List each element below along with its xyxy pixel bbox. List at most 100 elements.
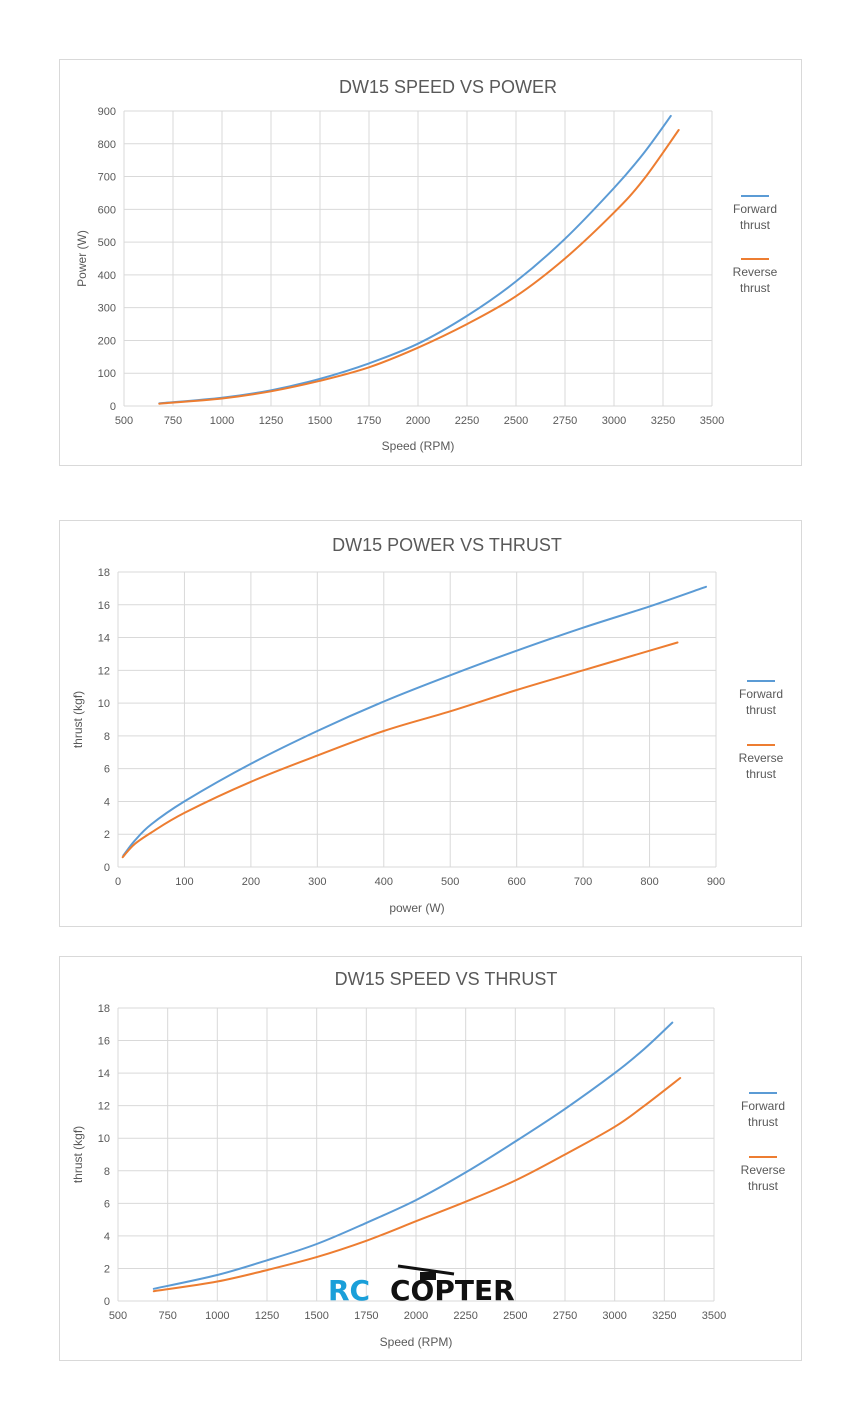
forward-thrust-line — [152, 1021, 674, 1290]
y-tick-label: 300 — [98, 303, 116, 315]
reverse-thrust-line — [121, 641, 679, 859]
speed-vs-power-plot: DW15 SPEED VS POWER 0 100 200 300 400 500 600 70… — [75, 77, 778, 453]
x-tick-label: 900 — [707, 876, 725, 888]
y-tick-label: 200 — [98, 335, 116, 347]
x-tick-label: 1750 — [354, 1310, 378, 1322]
x-tick-label: 300 — [308, 876, 326, 888]
y-tick-label: 10 — [98, 1133, 110, 1145]
logo-rotor-icon — [397, 1264, 455, 1276]
x-tick-label: 200 — [242, 876, 260, 888]
x-tick-label: 1500 — [304, 1310, 328, 1322]
legend-label: Forward — [739, 687, 783, 701]
y-tick-label: 2 — [104, 1263, 110, 1275]
logo-heli-body-icon — [420, 1272, 436, 1280]
legend-label: thrust — [748, 1179, 779, 1193]
y-tick-label: 4 — [104, 1231, 110, 1243]
y-axis-label: Power (W) — [75, 230, 89, 287]
x-tick-label: 2250 — [455, 415, 479, 427]
y-tick-label: 12 — [98, 1101, 110, 1113]
y-tick-label: 8 — [104, 731, 110, 743]
speed-vs-power-chart: DW15 SPEED VS POWER 0 100 200 300 400 500 600 70… — [59, 59, 802, 466]
x-tick-label: 2750 — [553, 1310, 577, 1322]
x-tick-label: 800 — [640, 876, 658, 888]
x-axis-label: power (W) — [389, 901, 444, 915]
y-tick-label: 0 — [104, 862, 110, 874]
x-tick-label: 0 — [115, 876, 121, 888]
y-tick-label: 10 — [98, 698, 110, 710]
x-tick-label: 100 — [175, 876, 193, 888]
reverse-thrust-line — [152, 1077, 682, 1293]
chart-title: DW15 SPEED VS POWER — [339, 77, 557, 97]
chart-title: DW15 POWER VS THRUST — [332, 535, 562, 555]
x-tick-label: 3000 — [602, 415, 626, 427]
y-tick-label: 500 — [98, 237, 116, 249]
x-tick-label: 2250 — [453, 1310, 477, 1322]
forward-thrust-line — [158, 114, 672, 405]
legend-label: Reverse — [739, 751, 784, 765]
rc-copter-watermark-logo: RC COPTER — [328, 1264, 515, 1306]
x-tick-label: 3000 — [602, 1310, 626, 1322]
logo-copter-text: COPTER — [390, 1274, 515, 1306]
x-tick-label: 1250 — [255, 1310, 279, 1322]
chart-title: DW15 SPEED VS THRUST — [335, 969, 558, 989]
x-axis-label: Speed (RPM) — [380, 1335, 453, 1349]
y-tick-label: 2 — [104, 829, 110, 841]
y-tick-label: 14 — [98, 1068, 110, 1080]
y-tick-label: 14 — [98, 633, 110, 645]
y-tick-label: 0 — [104, 1296, 110, 1308]
x-tick-label: 500 — [441, 876, 459, 888]
x-tick-label: 1000 — [210, 415, 234, 427]
x-tick-label: 750 — [164, 415, 182, 427]
y-tick-label: 6 — [104, 764, 110, 776]
x-tick-label: 700 — [574, 876, 592, 888]
x-tick-label: 2000 — [406, 415, 430, 427]
legend-label: Reverse — [733, 265, 778, 279]
x-tick-label: 500 — [109, 1310, 127, 1322]
y-tick-label: 6 — [104, 1198, 110, 1210]
power-vs-thrust-chart: DW15 POWER VS THRUST 0 2 4 6 8 10 12 14 16 18 0 100 2… — [59, 520, 802, 927]
legend-label: thrust — [748, 1115, 779, 1129]
x-tick-label: 1000 — [205, 1310, 229, 1322]
legend-label: thrust — [740, 281, 771, 295]
y-tick-label: 12 — [98, 665, 110, 677]
legend-label: thrust — [746, 703, 777, 717]
y-tick-label: 900 — [98, 106, 116, 118]
legend-label: Forward — [733, 202, 777, 216]
y-tick-label: 16 — [98, 1036, 110, 1048]
x-tick-label: 2500 — [504, 415, 528, 427]
y-axis-label: thrust (kgf) — [71, 691, 85, 748]
x-axis-label: Speed (RPM) — [382, 439, 455, 453]
x-tick-label: 750 — [158, 1310, 176, 1322]
y-tick-label: 16 — [98, 600, 110, 612]
y-tick-label: 400 — [98, 270, 116, 282]
legend-label: thrust — [740, 218, 771, 232]
y-tick-label: 18 — [98, 567, 110, 579]
x-tick-label: 3500 — [700, 415, 724, 427]
x-tick-label: 1500 — [308, 415, 332, 427]
y-tick-label: 700 — [98, 172, 116, 184]
x-tick-label: 500 — [115, 415, 133, 427]
legend-label: Forward — [741, 1099, 785, 1113]
y-axis-label: thrust (kgf) — [71, 1126, 85, 1183]
forward-thrust-line — [122, 585, 707, 857]
speed-vs-thrust-chart: DW15 SPEED VS THRUST 0 2 4 6 8 10 12 14 16 18 500 75… — [59, 956, 802, 1361]
y-tick-label: 4 — [104, 796, 110, 808]
y-tick-label: 100 — [98, 368, 116, 380]
legend-label: Reverse — [741, 1163, 786, 1177]
y-tick-label: 600 — [98, 204, 116, 216]
y-tick-label: 8 — [104, 1166, 110, 1178]
x-tick-label: 600 — [507, 876, 525, 888]
speed-vs-thrust-plot: DW15 SPEED VS THRUST 0 2 4 6 8 10 12 14 16 18 500 75… — [71, 969, 786, 1349]
x-tick-label: 1250 — [259, 415, 283, 427]
logo-rc-text: RC — [328, 1274, 370, 1306]
x-tick-label: 3250 — [652, 1310, 676, 1322]
y-tick-label: 0 — [110, 401, 116, 413]
x-tick-label: 2000 — [404, 1310, 428, 1322]
reverse-thrust-line — [158, 129, 680, 405]
x-tick-label: 3500 — [702, 1310, 726, 1322]
x-tick-label: 3250 — [651, 415, 675, 427]
y-tick-label: 18 — [98, 1003, 110, 1015]
x-tick-label: 400 — [375, 876, 393, 888]
x-tick-label: 1750 — [357, 415, 381, 427]
legend-label: thrust — [746, 767, 777, 781]
